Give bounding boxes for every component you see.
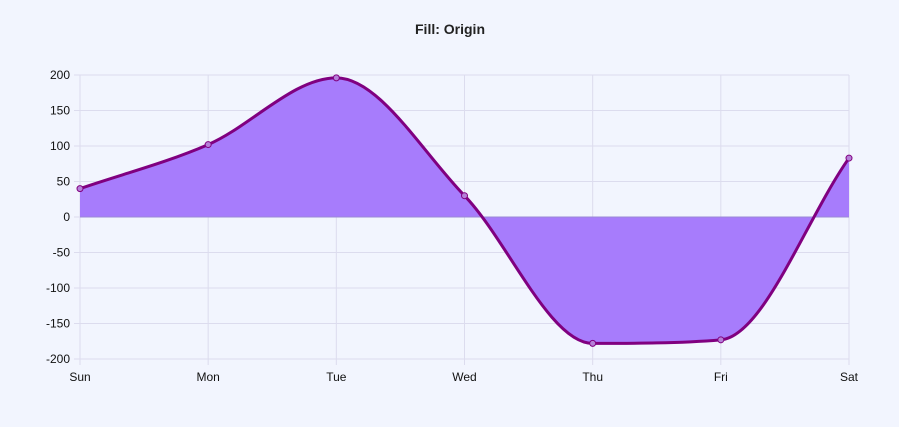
- data-point[interactable]: [332, 74, 340, 82]
- chart-title: Fill: Origin: [415, 21, 485, 37]
- y-tick-label: 50: [57, 175, 71, 189]
- y-axis: 200 150 100 50 0 -50 -100 -150 -200: [46, 68, 70, 366]
- data-point[interactable]: [845, 154, 853, 162]
- data-point[interactable]: [589, 339, 597, 347]
- area-layer: [79, 76, 851, 345]
- x-tick-label: Wed: [452, 370, 476, 384]
- data-points: [76, 74, 853, 347]
- data-point[interactable]: [461, 192, 468, 200]
- y-tick-label: -100: [46, 281, 70, 295]
- x-tick-label: Mon: [196, 370, 219, 384]
- area-fill: [80, 77, 849, 344]
- x-tick-label: Sat: [840, 370, 859, 384]
- y-tick-label: 150: [50, 104, 70, 118]
- x-tick-label: Sun: [69, 370, 90, 384]
- series-line: [79, 76, 851, 345]
- y-tick-label: 100: [50, 139, 70, 153]
- x-tick-label: Thu: [582, 370, 603, 384]
- x-axis: Sun Mon Tue Wed Thu Fri Sat: [69, 370, 858, 384]
- data-point[interactable]: [717, 336, 725, 344]
- y-tick-label: 0: [63, 210, 70, 224]
- data-point[interactable]: [204, 141, 212, 149]
- y-tick-label: -150: [46, 317, 70, 331]
- data-point[interactable]: [76, 185, 84, 193]
- y-tick-label: 200: [50, 68, 70, 82]
- y-tick-label: -50: [53, 246, 71, 260]
- x-tick-label: Fri: [714, 370, 728, 384]
- x-tick-label: Tue: [326, 370, 347, 384]
- y-tick-label: -200: [46, 352, 70, 366]
